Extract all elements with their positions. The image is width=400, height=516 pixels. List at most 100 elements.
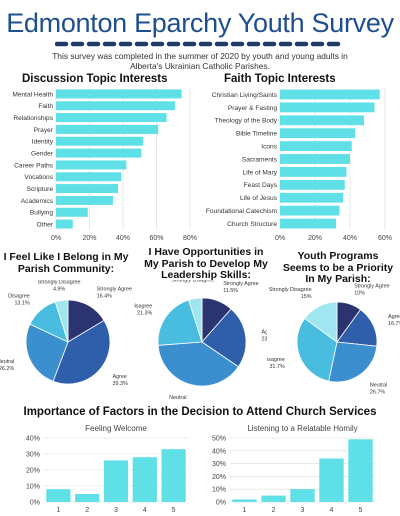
category-label: Scripture (27, 186, 54, 193)
pie-slice-label: Neutral (370, 382, 387, 388)
x-tick-label: 4 (143, 507, 147, 514)
bar (280, 102, 375, 113)
pie-slice-value: 13.1% (14, 300, 29, 306)
leadership-pie-title: I Have Opportunities in My Parish to Dev… (144, 246, 268, 281)
category-label: Bible Timeline (236, 131, 277, 138)
bar (56, 207, 88, 217)
pie-slice (25, 323, 69, 382)
importance-section-title: Importance of Factors in the Decision to… (23, 406, 377, 418)
pie-slice (188, 297, 203, 343)
discussion-bar-chart: 0% 20% 40% 60% 80% Mental Health Faith Relation… (12, 88, 197, 242)
pie-slice-value: 31.7% (269, 364, 284, 370)
pie-slice (67, 299, 105, 343)
welcome-bar-chart: Feeling Welcome 0% 10% 20% 30% 40% 1 2 3 4 5 (26, 424, 188, 514)
belong-pie-title: I Feel Like I Belong in My Parish Commun… (3, 251, 129, 275)
bar (56, 195, 113, 205)
bar (56, 148, 142, 158)
y-tick-label: 20% (26, 468, 40, 475)
pie-slice-value: 39.3% (112, 381, 127, 387)
bar (280, 218, 336, 229)
bar (280, 141, 352, 151)
pie-slice-label: Disagree (8, 293, 30, 299)
bar (290, 489, 315, 502)
pie-slice (54, 299, 69, 343)
bar (280, 89, 380, 100)
pie-slice-label: Strongly Disagree (38, 280, 81, 286)
pie-slice-label: Strongly Agree (354, 284, 389, 290)
category-label: Life of Mary (243, 169, 278, 176)
x-tick-label: 2 (272, 507, 276, 514)
pie-slice (328, 341, 378, 383)
bar (56, 160, 127, 170)
bar (56, 172, 122, 182)
pie-slice (157, 299, 203, 346)
x-tick-label: 2 (85, 507, 89, 514)
bar (280, 179, 345, 190)
bar (103, 460, 129, 502)
faith-chart-title: Faith Topic Interests (224, 73, 336, 85)
category-label: Feast Days (244, 182, 278, 189)
category-label: Relationships (13, 115, 53, 122)
pie-slice-value: 16.7% (388, 321, 400, 327)
y-tick-label: 10% (212, 487, 226, 494)
y-tick-label: 40% (26, 436, 40, 443)
x-tick-label: 60% (149, 235, 163, 242)
x-tick-label: 5 (172, 507, 176, 514)
bar (348, 439, 373, 502)
category-label: Church Structure (227, 221, 277, 228)
category-label: Vocations (24, 174, 53, 181)
pie-slice-value: 23% (262, 336, 267, 342)
y-tick-label: 10% (26, 484, 40, 491)
faith-bar-chart: 0% 20% 40% 60% Christian Living/Saints Prayer… (206, 88, 392, 242)
category-label: Bullying (30, 210, 53, 217)
discussion-chart-title: Discussion Topic Interests (22, 73, 168, 85)
category-label: Theology of the Body (215, 118, 278, 125)
bar (280, 192, 343, 203)
x-tick-label: 20% (82, 235, 96, 242)
pie-slice-value: 10% (354, 291, 365, 297)
pie-slice-label: Strongly Agree (97, 287, 132, 293)
bar (56, 124, 159, 134)
pie-slice-value: 11.5% (223, 288, 238, 294)
pie-slice-label: Strongly Disagree (171, 280, 214, 284)
pie-slice-label: Agree (112, 374, 126, 380)
category-label: Academics (21, 198, 54, 205)
pie-slice-label: Strongly Agree (223, 281, 258, 287)
pie-slice-label: Disagree (134, 303, 152, 309)
bar (46, 489, 71, 502)
bar (261, 495, 286, 502)
pie-slice-label: Neutral (169, 395, 186, 400)
x-tick-label: 40% (343, 235, 357, 242)
x-tick-label: 5 (359, 507, 363, 514)
category-label: Icons (261, 143, 277, 150)
category-label: Christian Living/Saints (212, 92, 278, 99)
programs-pie-title: Youth Programs Seems to be a Priority In… (282, 250, 394, 285)
homily-bar-chart: Listening to a Relatable Homily 0% 10% 20% 3… (212, 424, 375, 514)
bar (56, 101, 175, 111)
y-tick-label: 30% (212, 461, 226, 468)
y-tick-label: 0% (30, 500, 40, 507)
pie-slice-label: Agree (262, 329, 267, 335)
y-tick-label: 20% (212, 474, 226, 481)
x-tick-label: 1 (56, 507, 60, 514)
chart-subtitle: Listening to a Relatable Homily (247, 424, 357, 433)
bar (280, 167, 347, 177)
page-subtitle: This survey was completed in the summer … (52, 51, 348, 71)
x-tick-label: 1 (243, 507, 247, 514)
x-tick-label: 4 (330, 507, 334, 514)
decorative-dash-line (55, 41, 345, 47)
x-tick-label: 0% (51, 235, 61, 242)
y-tick-label: 50% (212, 436, 226, 443)
pie-slice-label: Disagree (267, 357, 285, 363)
y-tick-label: 40% (212, 448, 226, 455)
leadership-pie-chart: Strongly Agree11.5%Agree23%Neutral39.3%D… (134, 280, 267, 400)
pie-slice-value: 26.7% (370, 389, 385, 395)
bar (319, 458, 344, 502)
pie-slice-label: Neutral (0, 359, 14, 365)
pie-slice-value: 15% (301, 294, 312, 300)
bar (132, 457, 157, 502)
category-label: Mental Health (12, 91, 53, 98)
y-tick-label: 0% (216, 500, 226, 507)
bar (75, 494, 100, 502)
